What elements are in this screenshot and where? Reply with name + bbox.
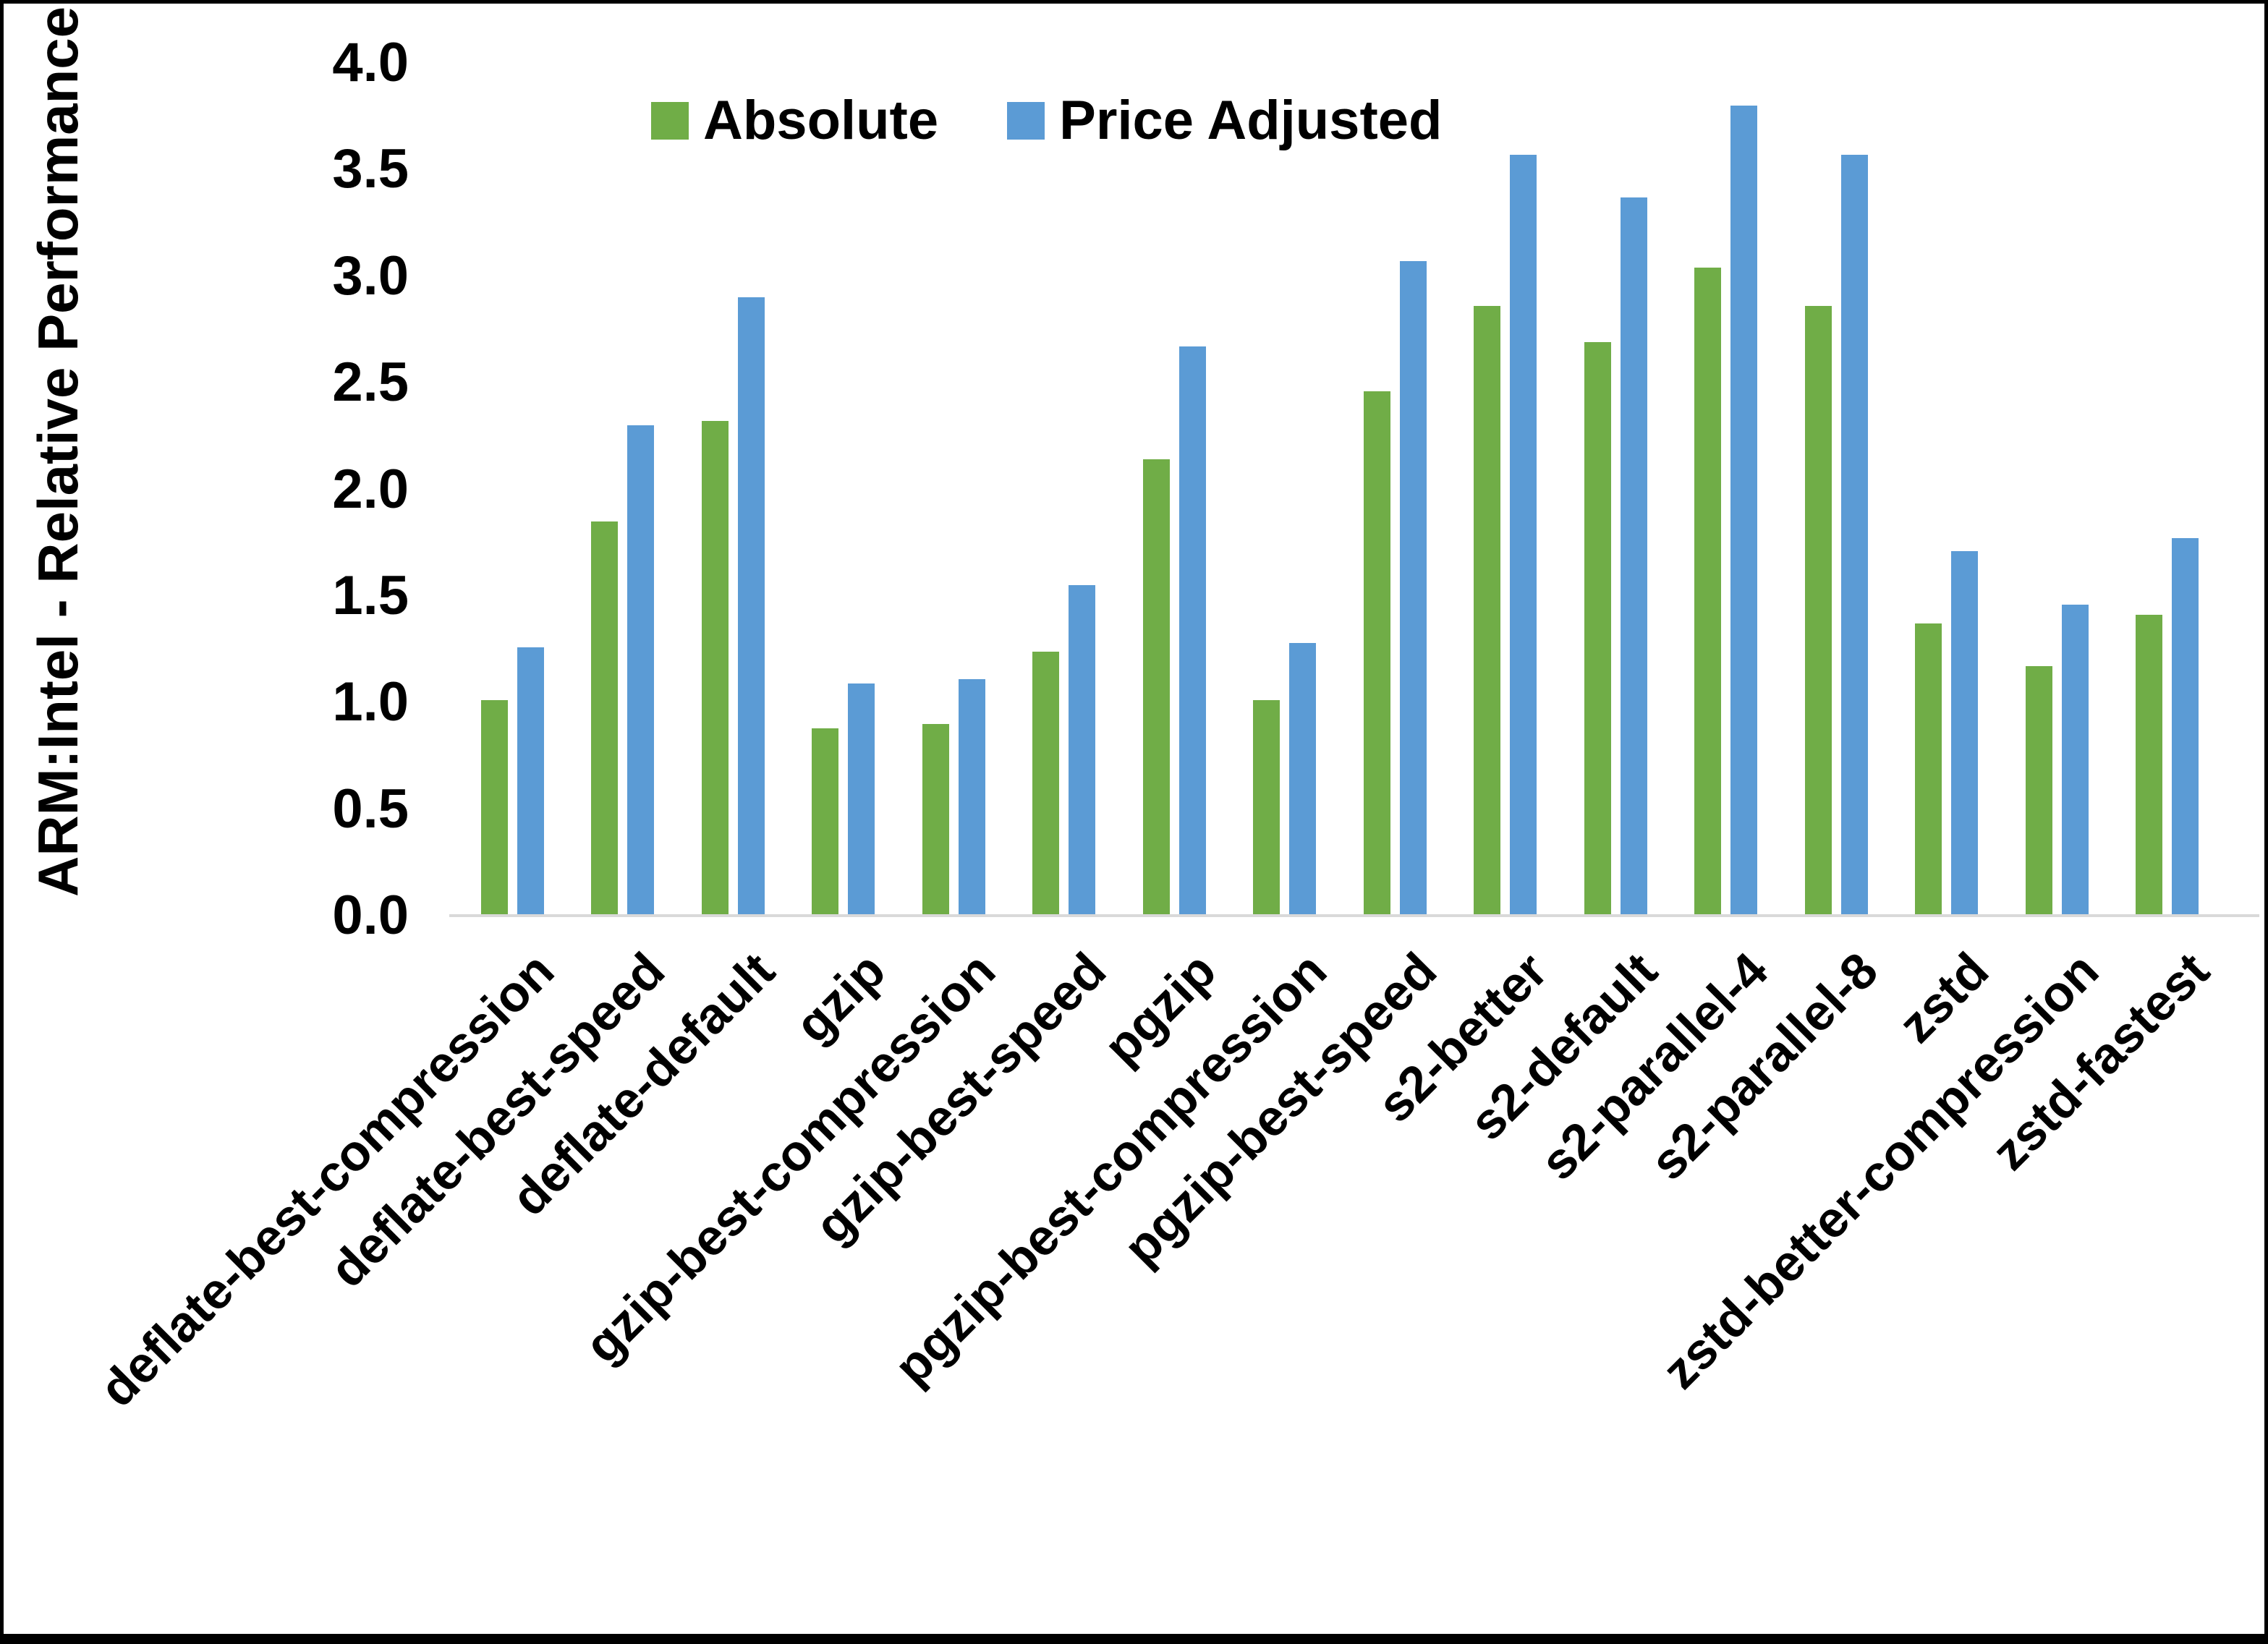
y-tick-label-3.0: 3.0 — [332, 245, 409, 307]
bar-absolute-s2-parallel-8 — [1805, 306, 1832, 916]
bar-price-adjusted-zstd-fastest — [2172, 538, 2199, 916]
bar-absolute-gzip-best-speed — [1032, 652, 1059, 916]
bar-price-adjusted-gzip — [848, 683, 875, 916]
plot-area — [457, 63, 2222, 916]
y-tick-label-1.0: 1.0 — [332, 671, 409, 733]
bar-absolute-s2-better — [1474, 306, 1500, 916]
bar-absolute-s2-parallel-4 — [1694, 268, 1721, 916]
y-tick-label-2.5: 2.5 — [332, 352, 409, 413]
bar-price-adjusted-s2-default — [1621, 197, 1647, 916]
bar-price-adjusted-gzip-best-compression — [959, 679, 985, 916]
legend-label-price-adjusted: Price Adjusted — [1059, 90, 1443, 151]
bar-price-adjusted-zstd — [1951, 551, 1978, 916]
y-tick-label-3.5: 3.5 — [332, 138, 409, 200]
bar-price-adjusted-pgzip-best-compression — [1289, 643, 1316, 916]
y-tick-label-0.0: 0.0 — [332, 885, 409, 946]
bar-price-adjusted-deflate-best-speed — [627, 425, 654, 916]
bar-absolute-s2-default — [1584, 342, 1611, 916]
bar-price-adjusted-deflate-best-compression — [517, 647, 544, 916]
bar-absolute-deflate-default — [702, 421, 729, 916]
y-axis-title: ARM:Intel - Relative Performance — [26, 7, 90, 897]
bar-absolute-zstd-fastest — [2136, 615, 2162, 916]
legend-item-price-adjusted: Price Adjusted — [1007, 89, 1442, 152]
bar-absolute-pgzip-best-speed — [1364, 391, 1390, 916]
bar-price-adjusted-gzip-best-speed — [1069, 585, 1095, 916]
y-tick-label-0.5: 0.5 — [332, 778, 409, 840]
bar-absolute-gzip-best-compression — [922, 724, 949, 916]
y-tick-label-4.0: 4.0 — [332, 32, 409, 93]
legend-label-absolute: Absolute — [703, 90, 939, 151]
bar-price-adjusted-s2-parallel-4 — [1730, 106, 1757, 916]
legend-item-absolute: Absolute — [651, 89, 938, 152]
bar-price-adjusted-s2-better — [1510, 155, 1537, 916]
bar-absolute-zstd-better-compression — [2026, 666, 2052, 916]
bar-price-adjusted-deflate-default — [738, 297, 765, 916]
y-tick-label-1.5: 1.5 — [332, 565, 409, 626]
bar-absolute-deflate-best-speed — [591, 521, 618, 916]
bar-price-adjusted-s2-parallel-8 — [1841, 155, 1868, 916]
legend: Absolute Price Adjusted — [651, 89, 1442, 152]
y-tick-label-2.0: 2.0 — [332, 459, 409, 520]
bar-price-adjusted-zstd-better-compression — [2062, 605, 2089, 916]
bar-price-adjusted-pgzip-best-speed — [1400, 261, 1427, 916]
bar-absolute-pgzip — [1143, 459, 1170, 916]
x-axis-line — [449, 914, 2259, 917]
legend-swatch-absolute — [651, 101, 689, 140]
bar-price-adjusted-pgzip — [1179, 346, 1206, 916]
legend-swatch-price-adjusted — [1007, 101, 1045, 140]
bar-absolute-gzip — [812, 728, 838, 916]
bar-absolute-deflate-best-compression — [481, 700, 508, 916]
bar-absolute-zstd — [1915, 623, 1942, 916]
bar-absolute-pgzip-best-compression — [1253, 700, 1280, 916]
